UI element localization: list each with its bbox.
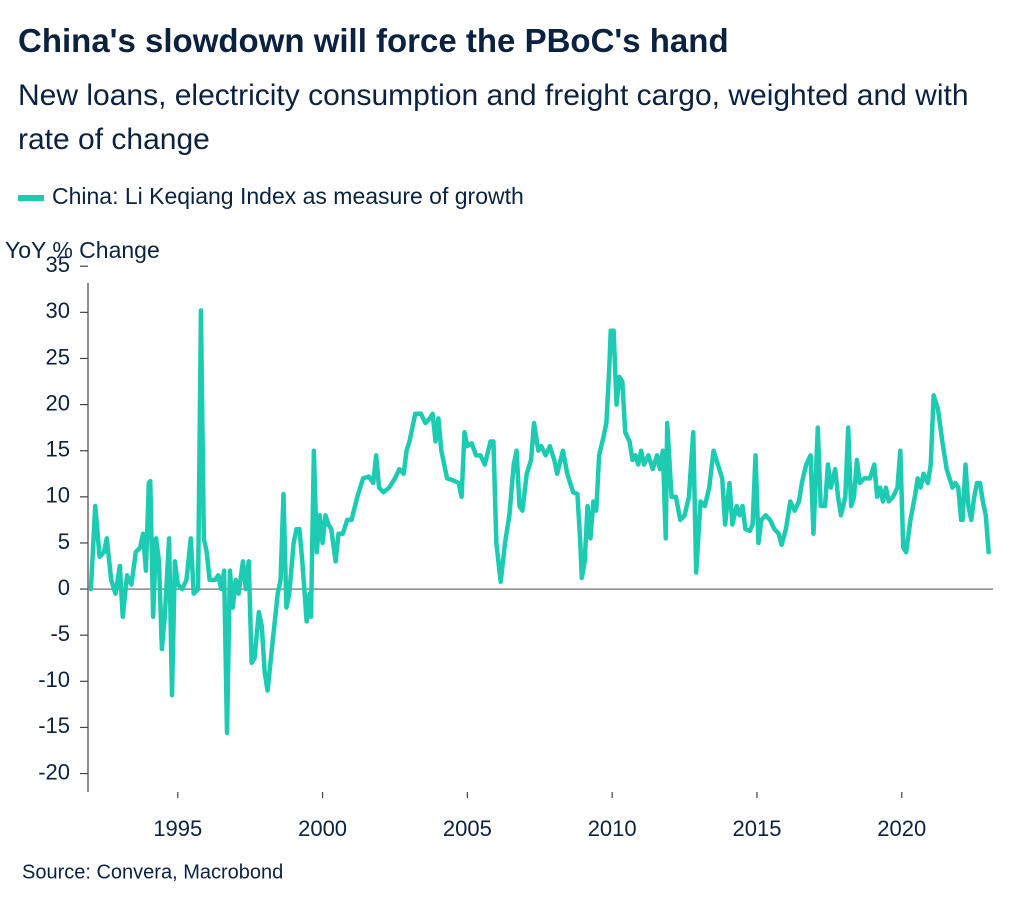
chart-subtitle: New loans, electricity consumption and f…	[18, 79, 969, 156]
x-tick-label: 2020	[877, 816, 926, 841]
legend-label: China: Li Keqiang Index as measure of gr…	[52, 183, 524, 209]
y-tick-label: -20	[38, 759, 70, 784]
y-axis-label: YoY % Change	[5, 237, 160, 263]
y-tick-label: 20	[46, 390, 70, 415]
y-tick-label: 5	[58, 529, 70, 554]
y-tick-label: 15	[46, 437, 70, 462]
y-tick-label: 30	[46, 298, 70, 323]
y-tick-label: -5	[50, 621, 70, 646]
x-tick-label: 2000	[298, 816, 347, 841]
data-line	[88, 308, 991, 736]
y-tick-label: 35	[46, 252, 70, 277]
chart-title: China's slowdown will force the PBoC's h…	[18, 22, 729, 59]
y-tick-label: 25	[46, 344, 70, 369]
y-tick-label: 0	[58, 575, 70, 600]
x-tick-label: 1995	[153, 816, 202, 841]
x-tick-label: 2005	[443, 816, 492, 841]
x-tick-label: 2015	[732, 816, 781, 841]
source-note: Source: Convera, Macrobond	[22, 861, 283, 883]
y-tick-label: -10	[38, 667, 70, 692]
x-tick-label: 2010	[588, 816, 637, 841]
y-tick-label: -15	[38, 713, 70, 738]
y-tick-label: 10	[46, 483, 70, 508]
